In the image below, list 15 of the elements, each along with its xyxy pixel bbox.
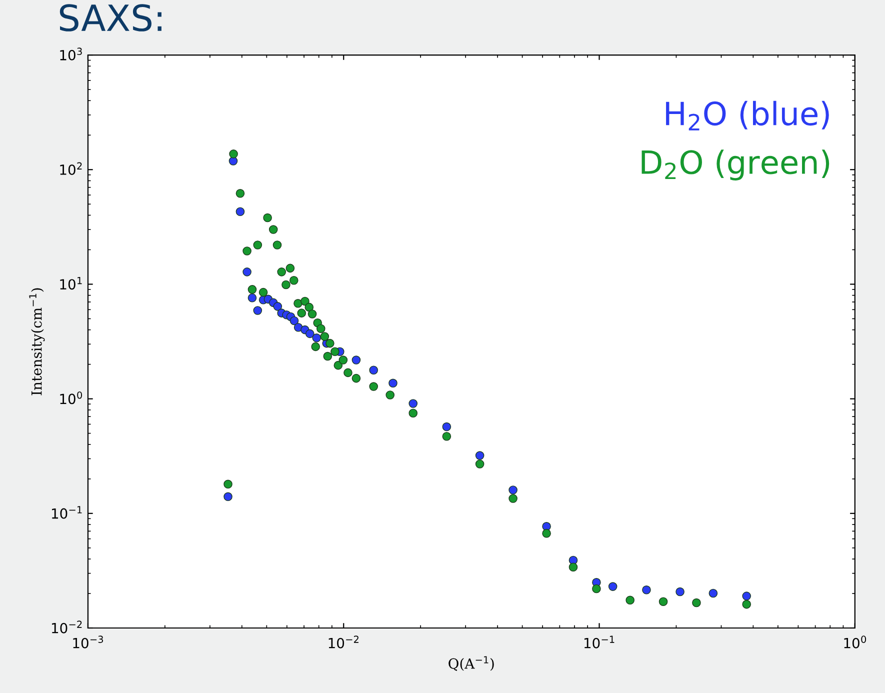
y-axis-title: Intensity(cm$^{−1}$) <box>29 288 45 396</box>
y-tick-label: 10$^{0}$ <box>60 391 82 404</box>
x-tick-label: 10$^{0}$ <box>844 636 866 648</box>
x-tick-label: 10$^{−3}$ <box>73 636 104 648</box>
y-tick-label: 10$^{−1}$ <box>52 506 82 519</box>
y-tick-label: 10$^{−2}$ <box>52 620 82 634</box>
x-tick-label: 10$^{−2}$ <box>328 636 358 648</box>
x-tick-label: 10$^{−1}$ <box>584 636 614 648</box>
y-tick-label: 10$^{2}$ <box>60 162 82 175</box>
x-axis-title: Q(A$^{−1}$) <box>448 656 494 671</box>
text: D$_{2}$O (green) <box>642 150 830 180</box>
y-tick-label: 10$^{3}$ <box>60 48 82 60</box>
text: H$_{2}$O (blue) <box>666 100 829 130</box>
chart-title: SAXS: <box>60 4 162 32</box>
y-tick-label: 10$^{1}$ <box>60 276 82 290</box>
